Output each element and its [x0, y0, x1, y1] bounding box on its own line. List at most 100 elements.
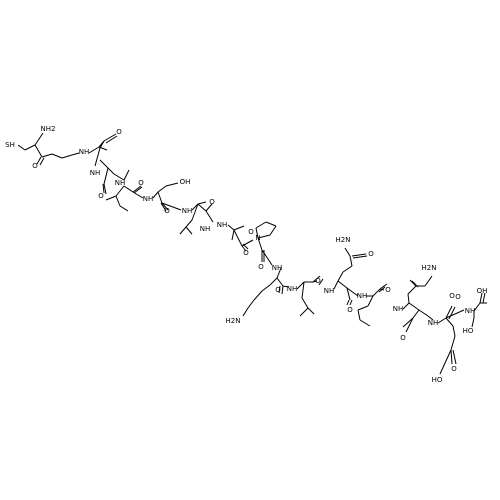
bond-line: [241, 239, 254, 247]
bond-line: [161, 202, 169, 211]
bond-line: [276, 267, 282, 279]
bond-line: [278, 285, 281, 294]
bond-line: [157, 191, 163, 204]
bond-line: [412, 309, 420, 319]
proline-n-label: N: [255, 234, 260, 242]
carbonyl-o-label: O: [449, 292, 455, 300]
bond-line: [265, 221, 277, 227]
bond-line: [337, 271, 344, 282]
carbonyl-o-label: O: [32, 162, 38, 170]
bond-line: [342, 265, 353, 273]
bond-line: [17, 144, 26, 151]
bond-line: [379, 283, 388, 290]
bond-line: [197, 201, 207, 205]
carbonyl-o-label: O: [258, 263, 264, 271]
bond-line: [346, 299, 350, 306]
bond-line: [113, 173, 125, 181]
bond-line: [24, 144, 36, 151]
bond-line: [103, 183, 107, 195]
carbonyl-o-label: O: [368, 250, 374, 258]
bond-line: [103, 133, 117, 142]
bond-line: [99, 159, 109, 169]
bond-line: [152, 191, 159, 199]
bond-line: [123, 185, 134, 193]
bond-line: [346, 287, 359, 297]
bond-line: [450, 349, 453, 365]
bond-line: [157, 185, 167, 193]
thiol-label: SH: [5, 141, 15, 149]
bond-line: [255, 221, 267, 229]
bond-line: [357, 309, 361, 321]
amide-nh-label: NH: [393, 305, 404, 313]
bond-line: [105, 195, 117, 201]
bond-line: [349, 299, 353, 306]
bond-line: [133, 186, 143, 194]
bond-line: [132, 185, 142, 193]
carbonyl-o-label: O: [400, 334, 406, 342]
bond-line: [165, 182, 179, 187]
bond-line: [276, 277, 284, 287]
bond-line: [408, 302, 420, 311]
bond-line: [205, 210, 214, 223]
bond-line: [242, 307, 249, 317]
bond-line: [119, 205, 129, 212]
carbonyl-o-label: O: [451, 365, 457, 373]
bond-line: [231, 229, 235, 241]
carbonyl-o-label: O: [243, 249, 249, 257]
bond-line: [257, 234, 271, 239]
bond-line: [318, 278, 324, 286]
bond-line: [115, 195, 121, 207]
bond-line: [437, 317, 447, 324]
amide-nh-label: NH: [115, 179, 126, 187]
bond-line: [185, 219, 193, 228]
carbonyl-o-label: O: [315, 277, 321, 285]
bond-line: [99, 140, 105, 149]
carbonyl-o-label: O: [275, 286, 281, 294]
amine-label: NH2: [41, 125, 56, 133]
bond-line: [301, 297, 309, 309]
bond-line: [344, 247, 351, 257]
bond-line: [247, 299, 255, 309]
bond-layer: [17, 132, 487, 375]
bond-line: [227, 224, 235, 231]
bond-line: [233, 225, 245, 231]
bond-line: [351, 253, 367, 257]
bond-line: [409, 279, 417, 287]
carbonyl-o-label: O: [98, 192, 104, 200]
amide-nh2-label: H2N: [336, 236, 351, 244]
bond-line: [41, 153, 53, 158]
carbonyl-o-label: O: [209, 198, 215, 206]
bond-line: [255, 227, 259, 239]
bond-line: [107, 167, 115, 175]
carbonyl-o-label: O: [347, 306, 353, 314]
bond-line: [452, 349, 457, 365]
amide-nh-label: NH: [79, 148, 90, 156]
bond-line: [411, 280, 419, 288]
bond-line: [282, 285, 290, 288]
bond-line: [253, 290, 263, 301]
bond-line: [185, 226, 193, 235]
bond-line: [269, 277, 278, 286]
bond-line: [105, 135, 118, 144]
carbonyl-o-label: O: [248, 228, 254, 236]
hydroxyl-label: HO: [463, 327, 474, 335]
bond-line: [233, 229, 243, 247]
amide-nh-label: NH: [287, 285, 298, 293]
amide-nh-label: NH: [217, 221, 228, 229]
amide-nh-label: NH: [182, 207, 193, 215]
amide-nh-label: NH: [143, 195, 154, 203]
bond-line: [191, 203, 199, 221]
bond-line: [378, 286, 386, 293]
bond-line: [132, 191, 144, 199]
bond-line: [191, 203, 199, 211]
bond-line: [261, 284, 271, 292]
bond-line: [471, 317, 475, 328]
bond-line: [71, 152, 80, 156]
bond-line: [427, 315, 434, 321]
bond-line: [261, 249, 273, 266]
carbonyl-o-label: O: [164, 207, 170, 215]
bond-line: [333, 280, 339, 290]
bond-line: [296, 281, 305, 290]
bond-line: [405, 317, 414, 333]
